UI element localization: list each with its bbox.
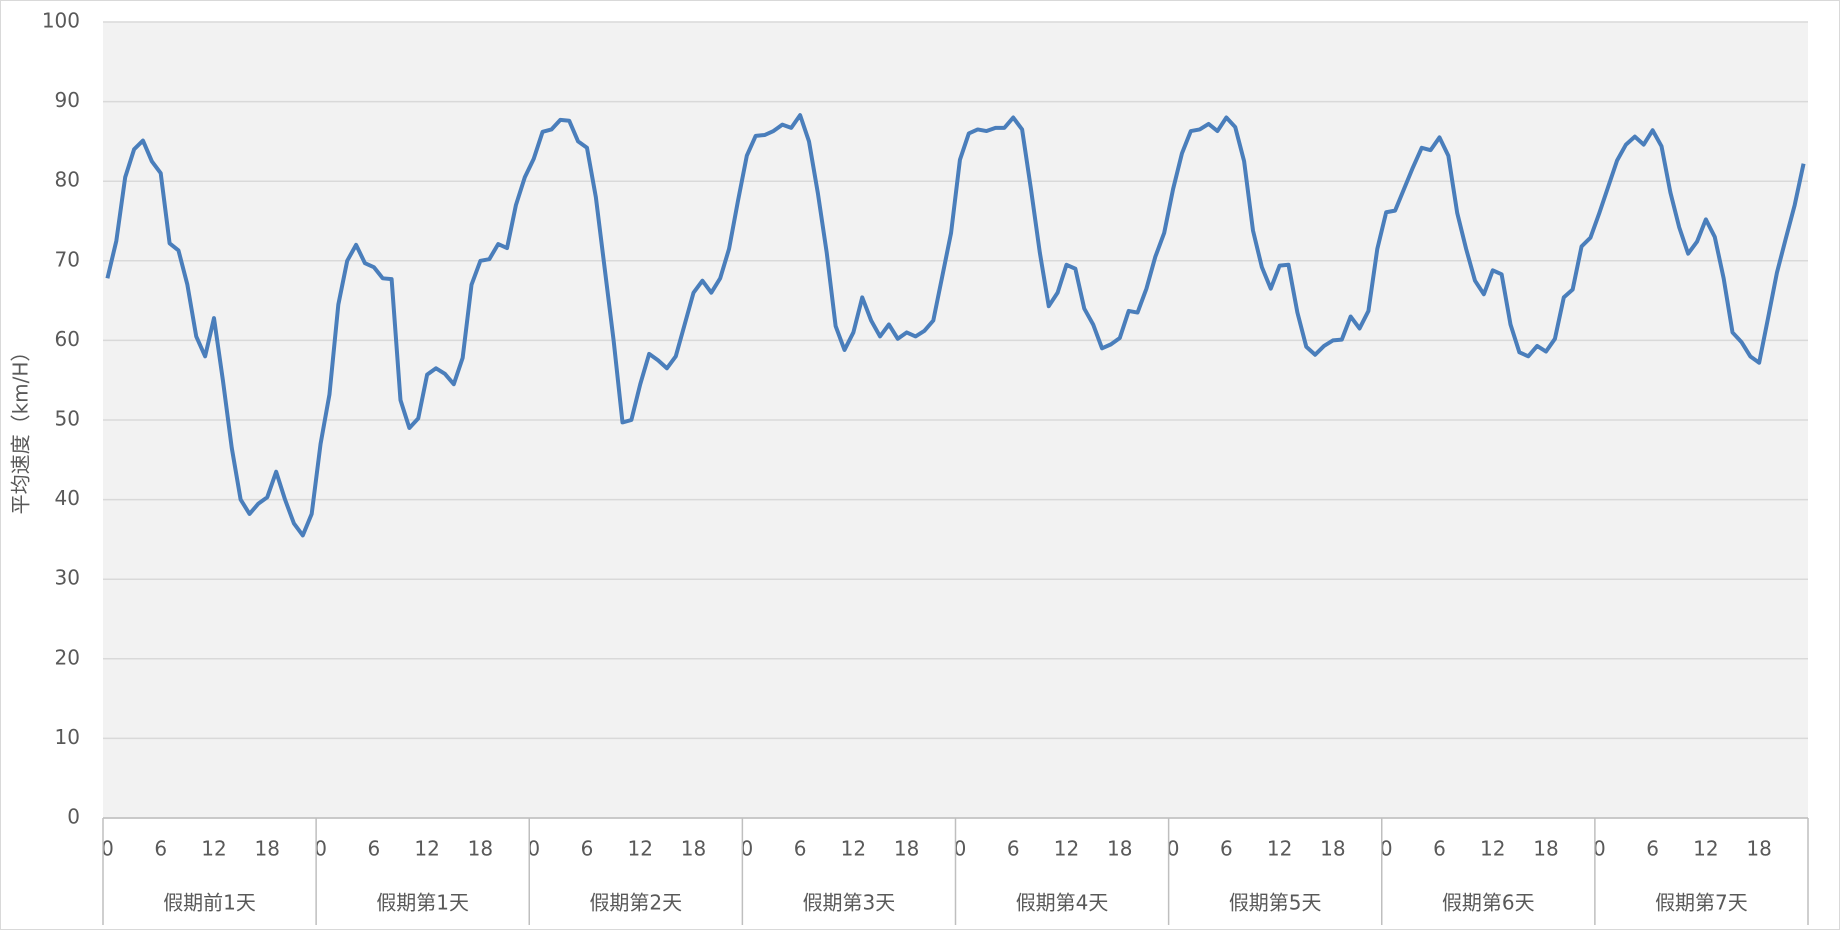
- y-tick-label: 20: [55, 645, 80, 669]
- x-tick-label: 6: [794, 837, 807, 861]
- x-tick-label: 12: [1693, 837, 1718, 861]
- x-tick-label: 6: [1646, 837, 1659, 861]
- x-tick-label: 12: [1054, 837, 1079, 861]
- group-label: 假期前1天: [163, 891, 256, 915]
- y-tick-label: 0: [67, 805, 80, 829]
- x-tick-label: 0: [1593, 837, 1606, 861]
- x-tick-label: 6: [154, 837, 167, 861]
- group-label: 假期第7天: [1655, 891, 1748, 915]
- y-tick-label: 90: [55, 88, 80, 112]
- y-tick-label: 100: [42, 9, 80, 33]
- y-tick-label: 40: [55, 486, 80, 510]
- x-tick-label: 6: [581, 837, 594, 861]
- x-tick-label: 18: [1107, 837, 1132, 861]
- x-tick-label: 12: [1480, 837, 1505, 861]
- x-tick-label: 18: [1320, 837, 1345, 861]
- x-tick-label: 12: [628, 837, 653, 861]
- x-tick-label: 6: [367, 837, 380, 861]
- x-tick-label: 0: [101, 837, 114, 861]
- x-tick-label: 18: [894, 837, 919, 861]
- x-tick-label: 0: [314, 837, 327, 861]
- group-label: 假期第4天: [1016, 891, 1109, 915]
- y-tick-label: 70: [55, 247, 80, 271]
- x-tick-label: 18: [255, 837, 280, 861]
- y-tick-label: 50: [55, 407, 80, 431]
- y-tick-label: 10: [55, 725, 80, 749]
- y-tick-label: 30: [55, 566, 80, 590]
- group-label: 假期第2天: [589, 891, 682, 915]
- x-tick-label: 12: [414, 837, 439, 861]
- x-tick-label: 18: [468, 837, 493, 861]
- y-axis-label: 平均速度（km/H）: [9, 342, 33, 515]
- x-tick-label: 0: [527, 837, 540, 861]
- x-tick-label: 6: [1433, 837, 1446, 861]
- y-tick-label: 60: [55, 327, 80, 351]
- y-tick-label: 80: [55, 168, 80, 192]
- group-label: 假期第6天: [1442, 891, 1535, 915]
- x-tick-label: 6: [1007, 837, 1020, 861]
- x-tick-label: 12: [1267, 837, 1292, 861]
- x-tick-label: 18: [1533, 837, 1558, 861]
- x-tick-label: 0: [954, 837, 967, 861]
- x-tick-label: 0: [740, 837, 753, 861]
- x-tick-label: 12: [841, 837, 866, 861]
- x-tick-label: 0: [1380, 837, 1393, 861]
- group-label: 假期第1天: [376, 891, 469, 915]
- x-tick-label: 18: [1746, 837, 1771, 861]
- x-tick-label: 18: [681, 837, 706, 861]
- data-line: [105, 113, 1806, 538]
- x-tick-label: 12: [201, 837, 226, 861]
- x-tick-label: 6: [1220, 837, 1233, 861]
- x-tick-label: 0: [1167, 837, 1180, 861]
- group-label: 假期第3天: [803, 891, 896, 915]
- group-label: 假期第5天: [1229, 891, 1322, 915]
